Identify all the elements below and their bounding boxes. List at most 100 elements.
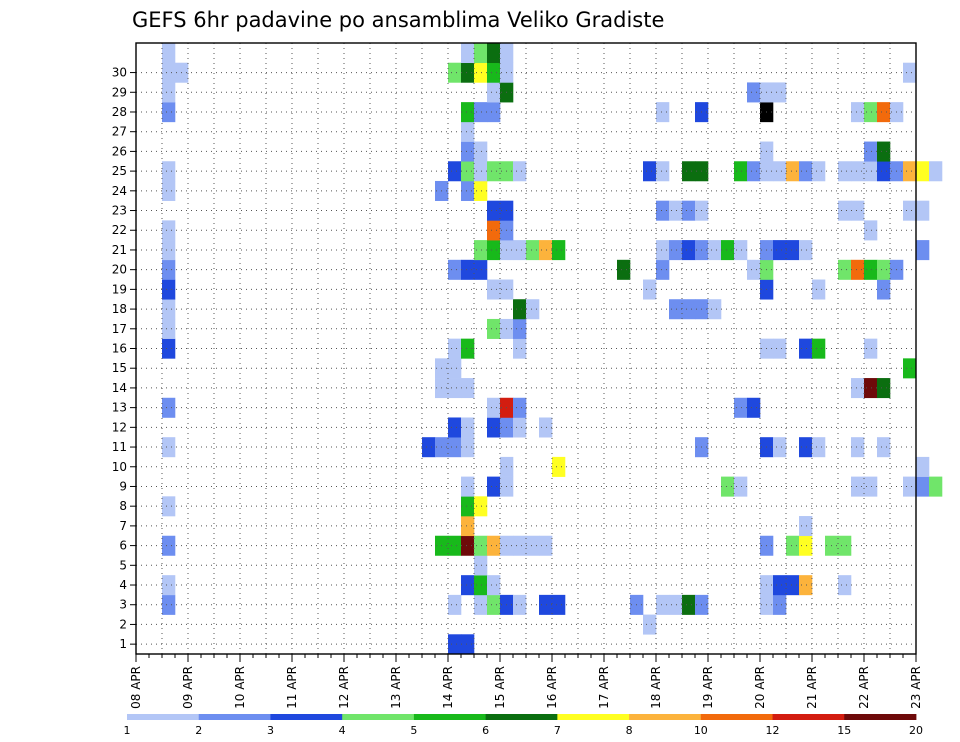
x-tick-label: 19 APR bbox=[701, 666, 715, 709]
x-tick-label: 15 APR bbox=[493, 666, 507, 709]
precip-cell bbox=[474, 575, 488, 596]
precip-cell bbox=[656, 594, 670, 615]
precip-cell bbox=[513, 594, 527, 615]
y-tick-label: 25 bbox=[112, 164, 127, 178]
precip-cell bbox=[929, 476, 943, 497]
precip-cell bbox=[539, 594, 553, 615]
precip-cell bbox=[487, 575, 501, 596]
precip-cell bbox=[513, 397, 527, 418]
precip-cell bbox=[734, 476, 748, 497]
precip-cell bbox=[461, 496, 475, 517]
precip-cell bbox=[487, 102, 501, 123]
precip-cell bbox=[513, 299, 527, 320]
precip-cell bbox=[487, 417, 501, 438]
precip-cell bbox=[773, 575, 787, 596]
precip-cell bbox=[786, 535, 800, 556]
precip-cell bbox=[461, 437, 475, 458]
precip-cell bbox=[851, 259, 865, 280]
precip-cell bbox=[162, 397, 176, 418]
precip-cell bbox=[461, 121, 475, 142]
precip-cell bbox=[682, 240, 696, 261]
y-tick-label: 11 bbox=[112, 440, 127, 454]
precip-cell bbox=[422, 437, 436, 458]
precip-cell bbox=[643, 279, 657, 300]
precip-cell bbox=[513, 161, 527, 182]
precip-cell bbox=[812, 279, 826, 300]
y-tick-label: 6 bbox=[119, 539, 127, 553]
precip-cell bbox=[812, 338, 826, 359]
precip-cell bbox=[786, 575, 800, 596]
precip-cell bbox=[643, 161, 657, 182]
precip-cell bbox=[448, 378, 462, 399]
colorbar-label: 2 bbox=[195, 724, 202, 737]
precip-cell bbox=[877, 279, 891, 300]
y-tick-label: 4 bbox=[119, 578, 127, 592]
precip-cell bbox=[487, 82, 501, 103]
colorbar-label: 12 bbox=[766, 724, 780, 737]
precip-cell bbox=[916, 456, 930, 477]
precip-cell bbox=[162, 299, 176, 320]
precip-cell bbox=[474, 180, 488, 201]
precip-cell bbox=[474, 496, 488, 517]
x-tick-label: 09 APR bbox=[181, 666, 195, 709]
colorbar-label: 6 bbox=[482, 724, 489, 737]
y-tick-label: 3 bbox=[119, 598, 127, 612]
precip-cell bbox=[461, 62, 475, 83]
precip-cell bbox=[448, 437, 462, 458]
precip-cell bbox=[526, 240, 540, 261]
precip-cell bbox=[864, 161, 878, 182]
precip-cell bbox=[474, 102, 488, 123]
precip-cell bbox=[448, 594, 462, 615]
precip-cell bbox=[539, 417, 553, 438]
precip-cell bbox=[461, 102, 475, 123]
colorbar-segment bbox=[342, 714, 415, 720]
precip-cell bbox=[461, 575, 475, 596]
y-tick-label: 27 bbox=[112, 125, 127, 139]
colorbar-segment bbox=[629, 714, 702, 720]
precip-cell bbox=[877, 437, 891, 458]
precip-cell bbox=[162, 220, 176, 241]
precip-cell bbox=[162, 279, 176, 300]
precip-cell bbox=[474, 555, 488, 576]
y-tick-label: 23 bbox=[112, 204, 127, 218]
precip-cell bbox=[747, 397, 761, 418]
precip-cell bbox=[682, 299, 696, 320]
y-tick-label: 9 bbox=[119, 479, 127, 493]
precip-cell bbox=[448, 417, 462, 438]
precip-cell bbox=[864, 338, 878, 359]
precip-cell bbox=[799, 575, 813, 596]
precip-cell bbox=[552, 456, 566, 477]
x-axis: 08 APR 09 APR 10 APR 11 APR 12 APR 13 APR 14 A… bbox=[129, 654, 923, 709]
colorbar-label: 4 bbox=[339, 724, 346, 737]
precip-cell bbox=[851, 102, 865, 123]
precip-cell bbox=[708, 240, 722, 261]
y-tick-label: 21 bbox=[112, 243, 127, 257]
colorbar-label: 5 bbox=[410, 724, 417, 737]
x-tick-label: 16 APR bbox=[545, 666, 559, 709]
colorbar-label: 10 bbox=[694, 724, 708, 737]
precip-cell bbox=[851, 476, 865, 497]
precip-cell bbox=[162, 62, 176, 83]
x-tick-label: 20 APR bbox=[753, 666, 767, 709]
precip-cell bbox=[877, 161, 891, 182]
precip-cell bbox=[448, 535, 462, 556]
precip-cell bbox=[864, 259, 878, 280]
colorbar-label: 8 bbox=[626, 724, 633, 737]
precip-cell bbox=[461, 516, 475, 537]
precip-cell bbox=[162, 102, 176, 123]
y-tick-label: 18 bbox=[112, 302, 127, 316]
precip-cell bbox=[864, 378, 878, 399]
precip-cell bbox=[773, 594, 787, 615]
precip-cell bbox=[539, 535, 553, 556]
precip-cell bbox=[773, 338, 787, 359]
precip-cell bbox=[838, 200, 852, 221]
colorbar-segment bbox=[700, 714, 773, 720]
precip-cell bbox=[162, 575, 176, 596]
chart-title: GEFS 6hr padavine po ansamblima Veliko G… bbox=[132, 8, 664, 32]
precip-cell bbox=[838, 161, 852, 182]
x-tick-label: 17 APR bbox=[597, 666, 611, 709]
precip-cell bbox=[513, 318, 527, 339]
precip-cell bbox=[526, 535, 540, 556]
precip-cell bbox=[162, 180, 176, 201]
precip-cell bbox=[916, 476, 930, 497]
